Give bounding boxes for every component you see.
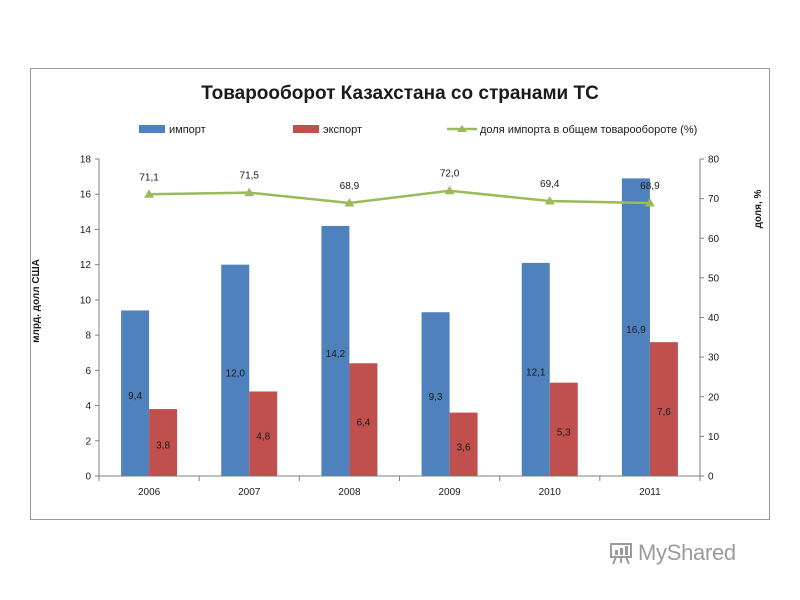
- bar-export: [149, 409, 178, 476]
- y2-tick-label: 40: [708, 313, 720, 324]
- y2-tick-label: 50: [708, 273, 720, 284]
- data-label-share: 71,5: [240, 171, 260, 182]
- legend-label-import: импорт: [169, 124, 206, 136]
- data-label-export: 3,6: [457, 442, 471, 453]
- y2-axis-label: доля, %: [753, 189, 764, 228]
- bar-import: [621, 178, 650, 476]
- legend: импорт экспорт доля импорта в общем това…: [139, 124, 697, 136]
- bar-export: [249, 391, 278, 476]
- data-label-share: 68,9: [640, 181, 660, 192]
- legend-label-export: экспорт: [323, 124, 362, 136]
- x-tick-label: 2006: [138, 487, 161, 498]
- y-axis-label: млрд. долл США: [31, 259, 42, 343]
- y-tick-label: 0: [85, 472, 91, 483]
- y2-tick-label: 60: [708, 234, 720, 245]
- data-label-share: 68,9: [340, 181, 360, 192]
- bar-export: [549, 382, 578, 476]
- bar-import: [321, 225, 350, 476]
- y-tick-label: 14: [80, 225, 92, 236]
- chart-title: Товарооборот Казахстана со странами ТС: [201, 83, 599, 104]
- x-tick-label: 2008: [338, 487, 361, 498]
- share-marker: [144, 189, 155, 198]
- y-tick-label: 6: [85, 366, 91, 377]
- data-label-import: 9,3: [429, 392, 443, 403]
- y2-tick-label: 10: [708, 432, 720, 443]
- y-tick-label: 12: [80, 260, 92, 271]
- x-tick-label: 2009: [438, 487, 461, 498]
- y-tick-label: 4: [85, 401, 91, 412]
- legend-marker-share: [457, 125, 467, 132]
- bar-import: [121, 310, 150, 476]
- data-label-export: 5,3: [557, 427, 571, 438]
- y-tick-label: 18: [80, 155, 92, 166]
- chart-frame: Товарооборот Казахстана со странами ТС и…: [30, 68, 770, 520]
- legend-swatch-export: [293, 125, 319, 133]
- share-line: [149, 189, 650, 205]
- y-tick-label: 8: [85, 331, 91, 342]
- bar-import: [521, 262, 550, 476]
- share-marker: [544, 196, 555, 205]
- data-label-share: 69,4: [540, 179, 560, 190]
- chart: Товарооборот Казахстана со странами ТС и…: [31, 83, 764, 499]
- legend-swatch-import: [139, 125, 165, 133]
- bar-export: [449, 412, 478, 476]
- y2-tick-label: 70: [708, 194, 720, 205]
- y2-tick-label: 80: [708, 155, 720, 166]
- presentation-board-icon: [610, 543, 632, 565]
- data-label-export: 6,4: [356, 418, 370, 429]
- y2-tick-label: 20: [708, 392, 720, 403]
- x-tick-label: 2007: [238, 487, 261, 498]
- share-marker: [344, 197, 355, 207]
- data-label-import: 9,4: [128, 391, 142, 402]
- data-label-import: 14,2: [326, 349, 346, 360]
- data-label-share: 71,1: [139, 172, 159, 183]
- bar-export: [349, 363, 378, 476]
- data-label-export: 4,8: [256, 432, 270, 443]
- data-label-share: 72,0: [440, 169, 460, 180]
- watermark: MyShared: [608, 540, 736, 566]
- data-label-import: 12,1: [526, 367, 546, 378]
- plot-area: 0 2 4 6 8 10 12 14 16 18 0 10 20 30 40 50 60 70 80 2006 2007…: [80, 155, 720, 499]
- y-tick-label: 2: [85, 436, 91, 447]
- x-tick-label: 2010: [539, 487, 562, 498]
- share-marker: [244, 187, 255, 197]
- bar-export: [649, 342, 678, 476]
- x-tick-label: 2011: [639, 487, 661, 498]
- data-label-import: 12,0: [226, 368, 246, 379]
- data-label-export: 7,6: [657, 407, 671, 418]
- y-tick-label: 10: [80, 295, 92, 306]
- bar-import: [421, 312, 450, 476]
- share-marker: [444, 185, 455, 195]
- y2-tick-label: 0: [708, 472, 714, 483]
- legend-label-share: доля импорта в общем товарообороте (%): [480, 124, 697, 136]
- data-label-export: 3,8: [156, 441, 170, 452]
- bar-import: [221, 264, 250, 476]
- share-marker: [644, 197, 655, 207]
- y2-tick-label: 30: [708, 353, 720, 364]
- data-label-import: 16,9: [626, 325, 646, 336]
- y-tick-label: 16: [80, 190, 92, 201]
- watermark-text: MyShared: [638, 540, 736, 565]
